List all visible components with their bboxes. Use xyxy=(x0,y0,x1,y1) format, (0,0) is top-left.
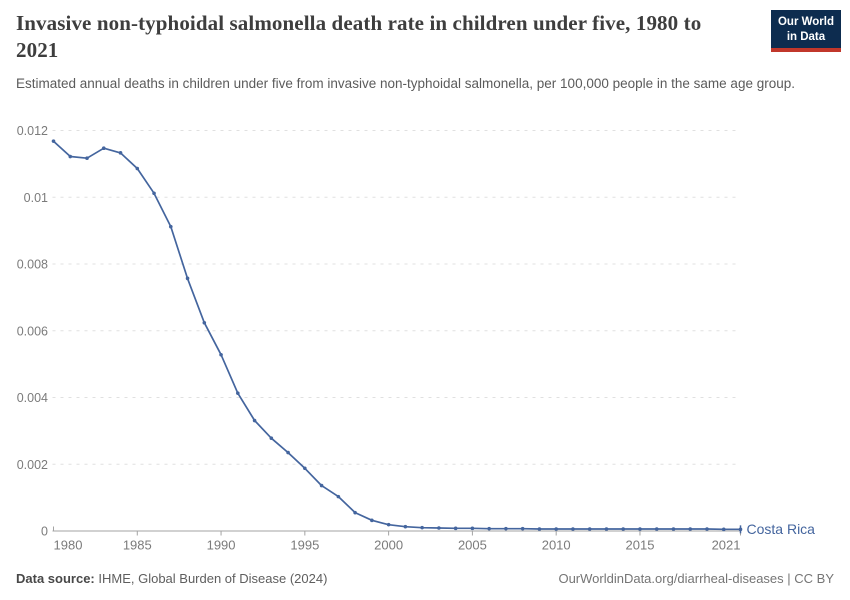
data-point[interactable] xyxy=(504,526,508,531)
owid-logo-line1: Our World xyxy=(777,16,834,28)
data-point[interactable] xyxy=(370,518,374,523)
license-text: | CC BY xyxy=(783,571,834,586)
data-point[interactable] xyxy=(85,156,89,161)
data-point[interactable] xyxy=(554,527,558,531)
owid-logo-line2: in Data xyxy=(786,30,826,43)
data-point[interactable] xyxy=(252,418,257,423)
data-point[interactable] xyxy=(587,527,592,531)
entity-label[interactable]: Costa Rica xyxy=(747,521,816,537)
data-source-label: Data source: xyxy=(16,571,95,586)
x-tick-label: 2000 xyxy=(374,538,403,553)
chart-subtitle: Estimated annual deaths in children unde… xyxy=(16,75,795,91)
data-point[interactable] xyxy=(621,527,626,531)
x-tick-label: 1980 xyxy=(54,538,83,553)
data-point[interactable] xyxy=(353,510,357,515)
data-point[interactable] xyxy=(671,527,676,531)
x-tick-label: 2005 xyxy=(458,538,487,553)
data-point[interactable] xyxy=(705,527,709,531)
data-point[interactable] xyxy=(101,146,106,150)
data-point[interactable] xyxy=(168,224,173,229)
y-tick-label: 0.004 xyxy=(17,391,48,405)
x-tick-label: 1990 xyxy=(207,538,236,553)
data-point[interactable] xyxy=(453,526,458,531)
trend-line[interactable] xyxy=(52,140,742,531)
data-point[interactable] xyxy=(721,527,726,532)
data-point[interactable] xyxy=(219,352,223,357)
data-point[interactable] xyxy=(604,527,609,531)
owid-logo[interactable]: Our World in Data xyxy=(770,10,841,52)
data-point[interactable] xyxy=(571,527,575,531)
data-point[interactable] xyxy=(51,139,56,143)
data-point[interactable] xyxy=(470,526,475,531)
chart-footer: Data source: IHME, Global Burden of Dise… xyxy=(16,571,834,586)
y-tick-label: 0.006 xyxy=(17,324,48,338)
owid-url-link[interactable]: OurWorldinData.org/diarrheal-diseases xyxy=(558,571,784,586)
data-point[interactable] xyxy=(236,391,240,395)
data-point[interactable] xyxy=(135,166,140,171)
data-point[interactable] xyxy=(202,320,207,325)
x-tick-label: 2021 xyxy=(712,538,741,553)
data-point[interactable] xyxy=(118,151,123,155)
x-tick-label: 1995 xyxy=(290,538,319,553)
data-point[interactable] xyxy=(537,527,542,531)
y-tick-label: 0 xyxy=(41,525,48,539)
y-tick-label: 0.012 xyxy=(17,124,48,138)
data-point[interactable] xyxy=(336,494,341,499)
x-tick-label: 2015 xyxy=(626,538,655,553)
data-point[interactable] xyxy=(68,154,73,159)
chart-header: Invasive non-typhoidal salmonella death … xyxy=(16,10,841,93)
data-point[interactable] xyxy=(638,527,642,531)
data-point[interactable] xyxy=(420,525,424,530)
data-point[interactable] xyxy=(437,526,441,530)
data-point[interactable] xyxy=(185,276,190,281)
x-tick-label: 2010 xyxy=(542,538,571,553)
data-point[interactable] xyxy=(688,527,693,531)
rights-note: OurWorldinData.org/diarrheal-diseases | … xyxy=(558,571,834,586)
data-point[interactable] xyxy=(520,526,525,531)
data-point[interactable] xyxy=(386,522,391,527)
data-point[interactable] xyxy=(654,527,659,531)
page-title: Invasive non-typhoidal salmonella death … xyxy=(16,11,702,63)
x-tick-label: 1985 xyxy=(123,538,152,553)
data-point[interactable] xyxy=(152,191,156,196)
y-tick-label: 0.002 xyxy=(17,458,48,472)
y-tick-label: 0.008 xyxy=(17,258,48,272)
data-point[interactable] xyxy=(269,436,274,441)
data-point[interactable] xyxy=(303,466,307,471)
data-source: Data source: IHME, Global Burden of Dise… xyxy=(16,571,327,586)
data-source-text: IHME, Global Burden of Disease (2024) xyxy=(94,571,328,586)
data-point[interactable] xyxy=(286,450,290,455)
data-point[interactable] xyxy=(403,524,408,529)
y-tick-label: 0.01 xyxy=(24,191,48,205)
data-point[interactable] xyxy=(319,483,324,488)
data-point[interactable] xyxy=(487,526,491,531)
